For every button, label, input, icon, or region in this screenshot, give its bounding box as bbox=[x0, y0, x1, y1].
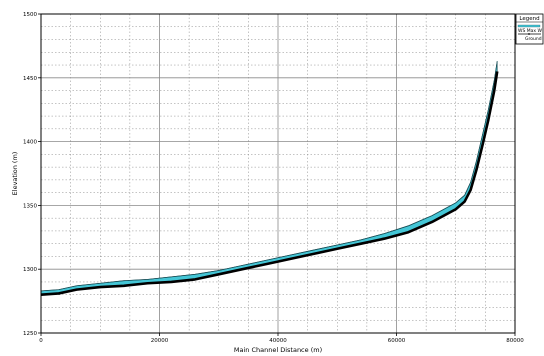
x-tick-label: 80000 bbox=[506, 338, 524, 344]
y-tick-label: 1400 bbox=[23, 140, 37, 146]
x-tick-label: 20000 bbox=[151, 338, 169, 344]
x-tick-label: 0 bbox=[39, 338, 43, 344]
x-tick-label: 60000 bbox=[388, 338, 406, 344]
x-axis-label: Main Channel Distance (m) bbox=[234, 346, 322, 354]
y-tick-label: 1350 bbox=[23, 203, 37, 209]
legend-box bbox=[515, 13, 544, 45]
legend-swatch-ws bbox=[517, 24, 541, 28]
legend-entry-label: WS Max W bbox=[518, 28, 542, 34]
legend-entry-label: Ground bbox=[525, 36, 542, 42]
x-tick-label: 40000 bbox=[269, 338, 287, 344]
legend-title: Legend bbox=[519, 16, 539, 22]
y-tick-label: 1300 bbox=[23, 267, 37, 273]
legend: Legend WS Max W Ground bbox=[515, 13, 544, 45]
y-axis-label: Elevation (m) bbox=[11, 152, 19, 196]
water-surface-line bbox=[40, 61, 498, 292]
ground-line bbox=[40, 71, 499, 297]
y-tick-label: 1250 bbox=[23, 331, 37, 337]
y-tick-label: 1450 bbox=[23, 76, 37, 82]
legend-marker-ground bbox=[528, 33, 530, 35]
y-tick-label: 1500 bbox=[23, 12, 37, 18]
